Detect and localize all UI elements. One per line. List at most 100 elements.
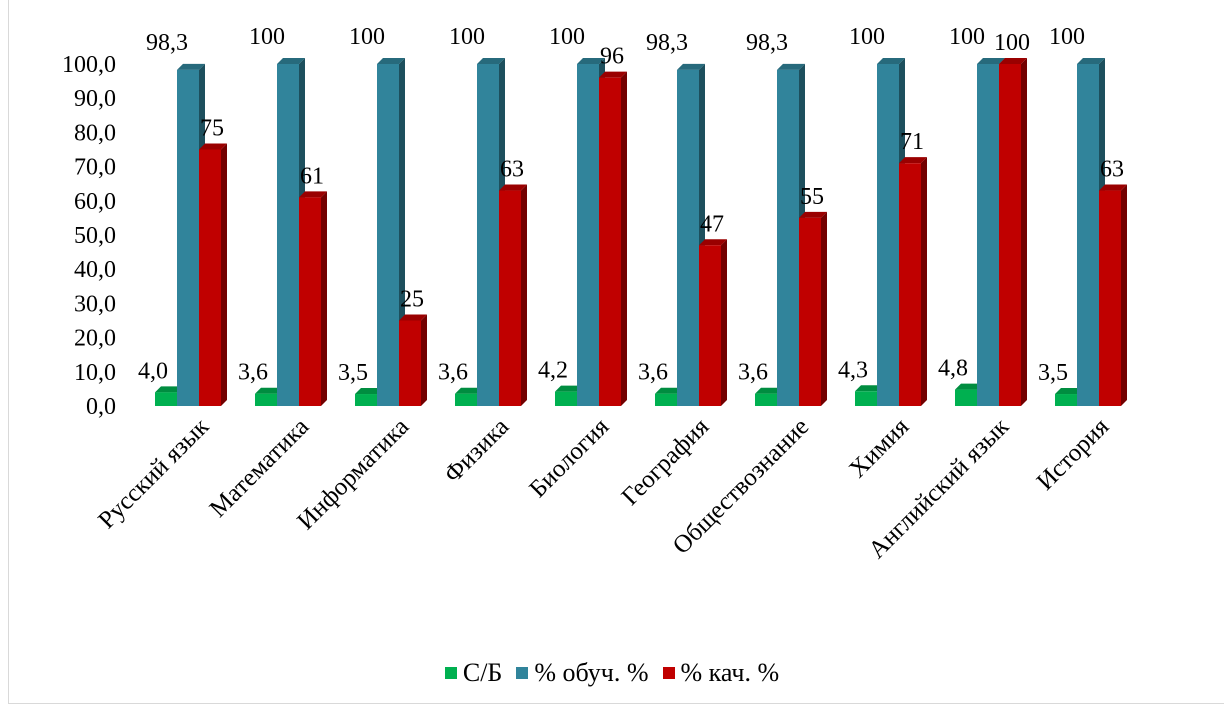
data-label: 100 bbox=[349, 24, 385, 50]
bar-top bbox=[677, 63, 705, 70]
y-tick-label: 100,0 bbox=[62, 52, 116, 78]
bar-front bbox=[977, 64, 999, 406]
bar-side bbox=[821, 211, 827, 406]
bar-front bbox=[777, 69, 799, 407]
bar-front bbox=[1077, 64, 1099, 406]
bar-top bbox=[255, 387, 283, 394]
bar-side bbox=[421, 314, 427, 406]
bar-front bbox=[299, 197, 321, 406]
data-label: 3,6 bbox=[638, 360, 668, 386]
bar-2 bbox=[799, 211, 827, 406]
legend: С/Б % обуч. % % кач. % bbox=[0, 658, 1224, 688]
data-label: 3,6 bbox=[238, 360, 268, 386]
bar-side bbox=[221, 143, 227, 406]
bar-2 bbox=[199, 143, 227, 406]
bar-front bbox=[855, 391, 877, 406]
bar-front bbox=[399, 320, 421, 406]
bar-2 bbox=[899, 157, 927, 406]
y-tick-label: 0,0 bbox=[86, 394, 116, 420]
data-label: 98,3 bbox=[746, 30, 788, 56]
bar-front bbox=[455, 393, 477, 406]
legend-item-sb: С/Б bbox=[444, 658, 503, 688]
bar-front bbox=[555, 391, 577, 406]
data-label: 4,0 bbox=[138, 358, 168, 384]
bar-top bbox=[799, 211, 827, 218]
y-tick-label: 60,0 bbox=[74, 189, 116, 215]
legend-label-obuch: % обуч. % bbox=[534, 658, 649, 687]
bar-top bbox=[655, 387, 683, 394]
data-label: 100 bbox=[549, 24, 585, 50]
data-label: 100 bbox=[1049, 24, 1085, 50]
bar-top bbox=[699, 239, 727, 246]
bar-top bbox=[755, 387, 783, 394]
bar-front bbox=[955, 389, 977, 406]
bar-top bbox=[199, 143, 227, 150]
bar-side bbox=[521, 184, 527, 406]
bar-front bbox=[677, 69, 699, 407]
bar-front bbox=[277, 64, 299, 406]
legend-swatch-kach bbox=[662, 667, 675, 679]
bar-top bbox=[555, 385, 583, 392]
bar-front bbox=[477, 64, 499, 406]
bar-top bbox=[355, 388, 383, 395]
data-label: 61 bbox=[300, 163, 324, 189]
bar-top bbox=[299, 191, 327, 198]
bar-top bbox=[1099, 184, 1127, 191]
bar-side bbox=[1021, 58, 1027, 406]
bar-side bbox=[721, 239, 727, 406]
data-label: 3,5 bbox=[1038, 360, 1068, 386]
bar-front bbox=[755, 393, 777, 406]
data-label: 3,6 bbox=[438, 360, 468, 386]
bar-top bbox=[855, 385, 883, 392]
data-label: 98,3 bbox=[646, 30, 688, 56]
category-label: Биология bbox=[524, 413, 614, 503]
data-label: 71 bbox=[900, 129, 924, 155]
bar-front bbox=[1099, 190, 1121, 406]
data-label: 4,8 bbox=[938, 356, 968, 382]
y-tick-label: 70,0 bbox=[74, 155, 116, 181]
bar-front bbox=[577, 64, 599, 406]
bar-top bbox=[377, 58, 405, 64]
bar-top bbox=[177, 63, 205, 70]
bar-top bbox=[399, 314, 427, 321]
data-label: 63 bbox=[1100, 157, 1124, 183]
data-label: 25 bbox=[400, 287, 424, 313]
bar-top bbox=[999, 58, 1027, 64]
bar-top bbox=[499, 184, 527, 191]
legend-label-sb: С/Б bbox=[462, 658, 503, 687]
bar-front bbox=[255, 393, 277, 406]
bar-2 bbox=[999, 58, 1027, 406]
bar-top bbox=[477, 58, 505, 64]
bar-top bbox=[777, 63, 805, 70]
legend-item-obuch: % обуч. % bbox=[516, 658, 649, 688]
legend-item-kach: % кач. % bbox=[662, 658, 780, 688]
data-label: 75 bbox=[200, 116, 224, 142]
bar-front bbox=[999, 64, 1021, 406]
bar-top bbox=[899, 157, 927, 164]
data-label: 55 bbox=[800, 184, 824, 210]
bar-2 bbox=[1099, 184, 1127, 406]
bar-top bbox=[1077, 58, 1105, 64]
bar-2 bbox=[399, 314, 427, 406]
y-tick-label: 90,0 bbox=[74, 86, 116, 112]
data-label: 4,2 bbox=[538, 358, 568, 384]
bar-front bbox=[199, 149, 221, 406]
category-label: Физика bbox=[439, 413, 514, 488]
bar-front bbox=[377, 64, 399, 406]
bar-top bbox=[155, 386, 183, 393]
y-tick-label: 80,0 bbox=[74, 120, 116, 146]
data-label: 96 bbox=[600, 44, 624, 70]
category-label: Математика bbox=[205, 413, 315, 523]
bar-front bbox=[899, 163, 921, 406]
y-tick-label: 50,0 bbox=[74, 223, 116, 249]
legend-swatch-obuch bbox=[516, 667, 529, 679]
bar-2 bbox=[499, 184, 527, 406]
category-label: География bbox=[617, 413, 715, 511]
data-label: 100 bbox=[449, 24, 485, 50]
bar-side bbox=[921, 157, 927, 406]
bar-top bbox=[577, 58, 605, 64]
legend-label-kach: % кач. % bbox=[680, 658, 780, 687]
bar-front bbox=[655, 393, 677, 406]
bar-2 bbox=[699, 239, 727, 406]
data-label: 100 bbox=[994, 30, 1030, 56]
